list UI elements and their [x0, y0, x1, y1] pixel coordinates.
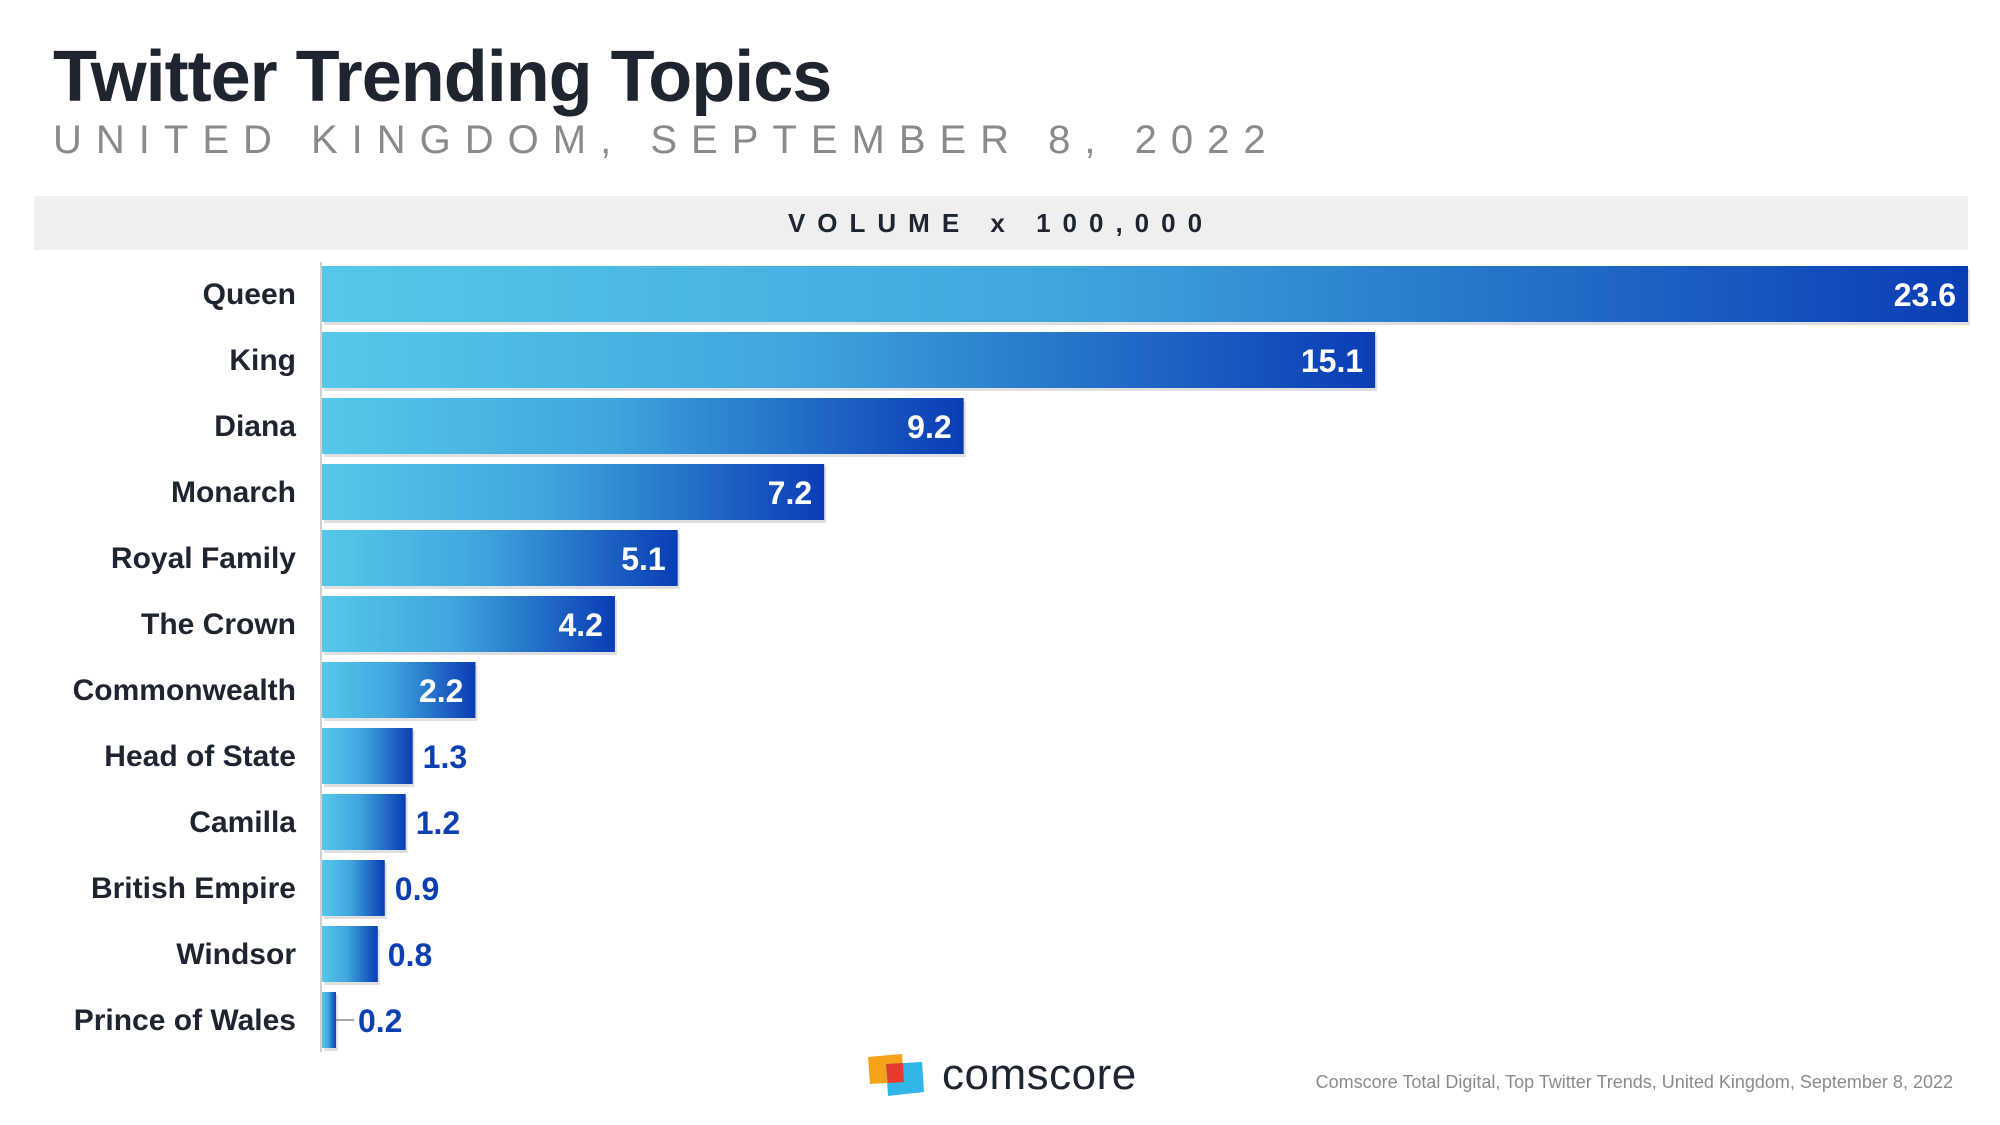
bar-value-label: 0.9: [395, 871, 439, 907]
bar: [322, 860, 385, 916]
bar-value-label: 9.2: [907, 409, 951, 445]
category-label: British Empire: [91, 872, 296, 905]
bar-value-label: 7.2: [768, 475, 812, 511]
bar: [322, 398, 964, 454]
category-label: Camilla: [189, 806, 296, 839]
bar-value-label: 15.1: [1301, 343, 1363, 379]
chart-title: Twitter Trending Topics: [53, 37, 832, 117]
bar: [322, 266, 1968, 322]
bar: [322, 530, 678, 586]
bar: [322, 332, 1376, 388]
category-label: Prince of Wales: [74, 1004, 296, 1037]
bar-value-label: 0.2: [358, 1003, 402, 1039]
bar: [322, 794, 406, 850]
logo-red-shape: [886, 1063, 904, 1083]
bar-value-label: 4.2: [558, 607, 602, 643]
bar: [322, 662, 476, 718]
bar: [322, 926, 378, 982]
bar: [322, 728, 413, 784]
bar-value-label: 1.3: [423, 739, 467, 775]
volume-axis-label: VOLUME x 100,000: [787, 208, 1215, 238]
bar-value-label: 0.8: [388, 937, 432, 973]
bars-layer: Queen 23.6 King 15.1 Diana 9.2 Monarch 7.2 Royal…: [73, 262, 1970, 1052]
bar-value-label: 23.6: [1894, 277, 1956, 313]
category-label: Royal Family: [111, 542, 296, 575]
bar-value-label: 2.2: [419, 673, 463, 709]
comscore-logo-icon: [868, 1054, 924, 1096]
category-label: Windsor: [176, 938, 296, 971]
bar: [322, 992, 336, 1048]
chart-subtitle: UNITED KINGDOM, SEPTEMBER 8, 2022: [53, 118, 1280, 162]
category-label: Diana: [214, 410, 296, 443]
bar-value-label: 5.1: [621, 541, 665, 577]
bar: [322, 596, 615, 652]
volume-header-band: VOLUME x 100,000: [34, 196, 1968, 250]
category-label: Head of State: [104, 740, 296, 773]
category-label: Monarch: [171, 476, 296, 509]
bar-value-label: 1.2: [416, 805, 460, 841]
category-label: King: [229, 344, 296, 377]
brand-name: comscore: [942, 1050, 1137, 1099]
category-label: The Crown: [141, 608, 296, 641]
category-label: Queen: [203, 278, 296, 311]
category-label: Commonwealth: [73, 674, 296, 707]
bar: [322, 464, 825, 520]
source-note: Comscore Total Digital, Top Twitter Tren…: [1315, 1072, 1953, 1092]
